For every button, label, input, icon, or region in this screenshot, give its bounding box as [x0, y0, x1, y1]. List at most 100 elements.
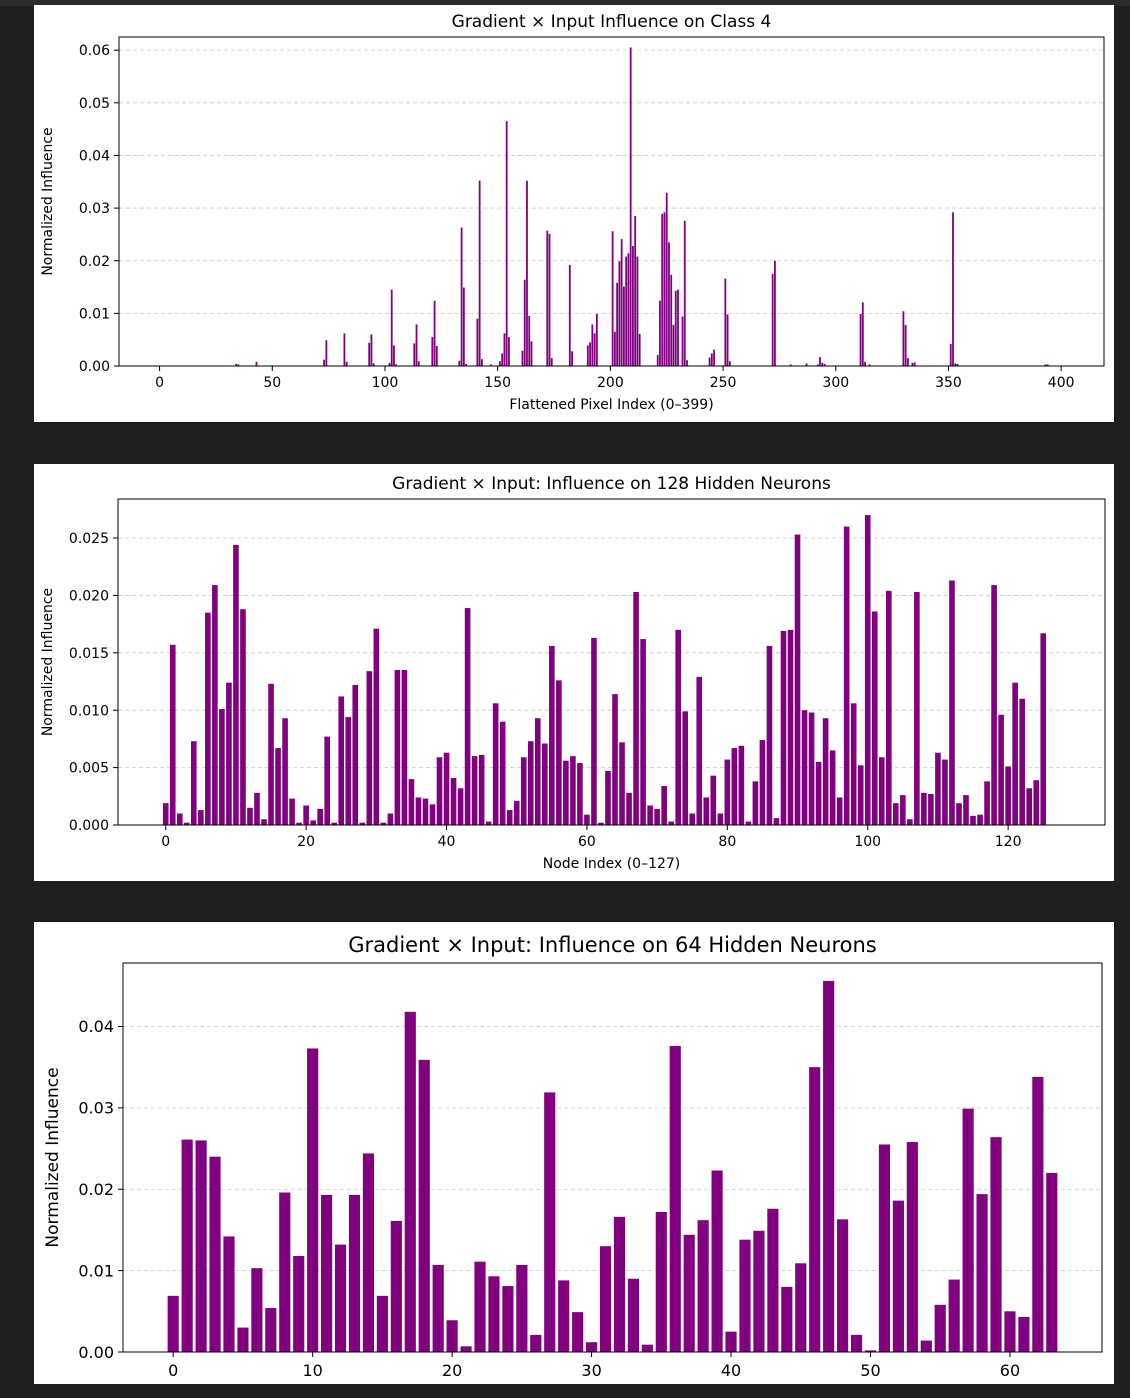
bar [499, 361, 501, 366]
y-tick-label: 0.020 [69, 588, 109, 604]
bar [370, 334, 373, 366]
bar [907, 358, 909, 366]
bar [656, 354, 659, 366]
bar [534, 718, 541, 825]
bar [801, 710, 808, 825]
bar [323, 359, 326, 366]
y-tick-label: 0.05 [79, 96, 110, 112]
bar [935, 752, 941, 825]
bar [794, 534, 801, 825]
bar [577, 763, 583, 825]
bar [1005, 766, 1011, 825]
plot-frame [118, 36, 1105, 367]
bar [464, 608, 471, 825]
bar [970, 815, 976, 825]
bar [558, 1280, 570, 1352]
bar [819, 357, 821, 366]
bar [859, 313, 862, 366]
bar [900, 795, 906, 825]
bar [956, 363, 959, 366]
bar [265, 1308, 277, 1352]
bar [682, 711, 689, 825]
bar [697, 1220, 709, 1352]
bar [490, 364, 492, 366]
bar [523, 279, 526, 366]
bar [413, 343, 416, 366]
x-tick-label: 400 [1048, 375, 1075, 391]
bar [240, 609, 246, 825]
bar [920, 1340, 932, 1352]
bar [668, 242, 670, 366]
bar [998, 714, 1004, 825]
bar [902, 311, 905, 366]
bar [1046, 1172, 1058, 1352]
bar [864, 1350, 877, 1352]
bar [324, 736, 331, 825]
bar [366, 671, 373, 825]
bar [805, 363, 808, 366]
bar [629, 47, 632, 366]
bar [443, 752, 450, 825]
bar [681, 316, 684, 366]
bar [780, 631, 787, 825]
bar [499, 721, 506, 825]
y-tick-label: 0.010 [69, 703, 109, 719]
x-tick-label: 10 [302, 1361, 322, 1380]
bar [823, 980, 835, 1352]
bar [296, 822, 302, 825]
bar [548, 233, 551, 366]
bar [738, 745, 745, 825]
bar [415, 324, 418, 366]
bar [991, 585, 997, 825]
bar [619, 742, 625, 825]
bar [465, 363, 468, 366]
bar [1019, 698, 1025, 825]
bar [474, 1261, 486, 1352]
x-tick-label: 0 [161, 834, 170, 850]
bar [655, 1212, 667, 1352]
bar [431, 337, 434, 366]
bar [359, 822, 366, 825]
bar [390, 1220, 402, 1352]
bar [954, 363, 957, 366]
bar [885, 590, 892, 825]
bar [627, 253, 630, 366]
bar [641, 1344, 653, 1352]
bar [627, 1278, 639, 1352]
bar [334, 1244, 347, 1352]
bar [948, 1279, 960, 1352]
y-tick-label: 0.015 [69, 646, 109, 662]
bar [665, 192, 668, 366]
bar [864, 361, 866, 366]
bar [488, 1276, 500, 1352]
bar [417, 361, 420, 366]
bar [773, 818, 780, 825]
bar [1018, 1317, 1030, 1352]
bar [622, 286, 625, 366]
bar [795, 1263, 807, 1352]
bar [505, 121, 508, 366]
bar [752, 781, 759, 825]
bar [191, 741, 197, 825]
bar [864, 515, 871, 825]
bar [388, 362, 391, 366]
bar [546, 230, 549, 366]
bar [563, 760, 569, 825]
bar [711, 1170, 723, 1352]
bar [458, 360, 461, 366]
bar [237, 364, 240, 366]
bar [713, 349, 715, 366]
bar [513, 800, 520, 825]
bar [526, 180, 528, 366]
bar [307, 1048, 319, 1352]
bar [282, 718, 288, 825]
bar [362, 1153, 375, 1352]
x-tick-label: 50 [263, 375, 281, 391]
bar [611, 231, 614, 366]
bar [338, 696, 345, 825]
bar [521, 350, 524, 366]
bar [376, 1295, 388, 1352]
x-tick-label: 0 [155, 375, 164, 391]
bar [293, 1255, 305, 1352]
y-tick-label: 0.03 [78, 1099, 114, 1118]
